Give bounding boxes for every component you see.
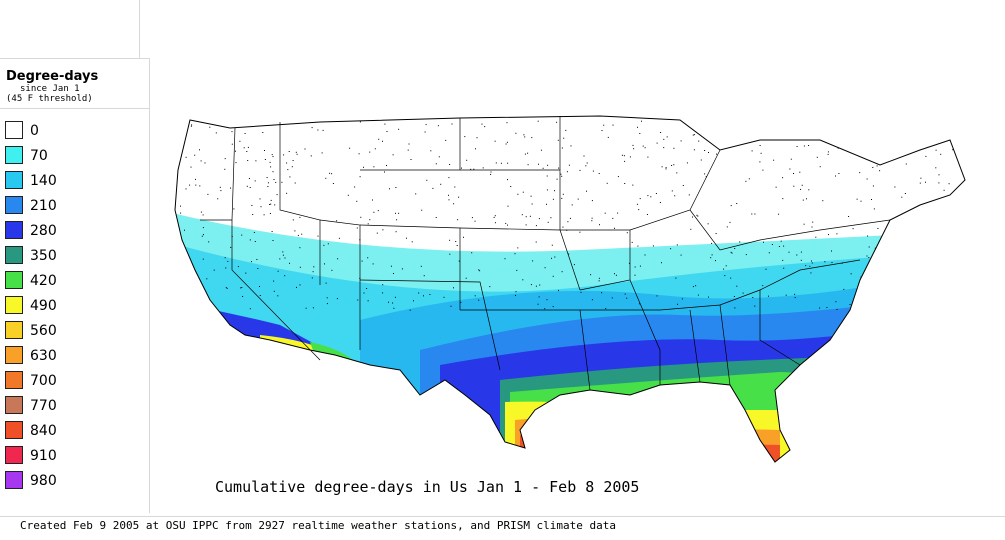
- legend-subtitle-since: since Jan 1: [20, 84, 80, 94]
- us-outline: [174, 115, 966, 463]
- legend-item: 210: [5, 196, 135, 216]
- legend-item: 350: [5, 246, 135, 266]
- legend-subtitle-threshold: (45 F threshold): [6, 94, 93, 104]
- legend-value-label: 0: [30, 123, 39, 139]
- legend-panel: Degree-days since Jan 1 (45 F threshold)…: [0, 58, 150, 513]
- legend-swatch: [5, 196, 23, 214]
- legend-value-label: 490: [30, 298, 57, 314]
- legend-item: 0: [5, 121, 135, 141]
- frame-divider-top: [139, 0, 140, 58]
- legend-value-label: 350: [30, 248, 57, 264]
- frame-divider-bottom: [0, 516, 1005, 517]
- legend-value-label: 840: [30, 423, 57, 439]
- legend-value-label: 420: [30, 273, 57, 289]
- legend-swatch: [5, 421, 23, 439]
- legend-swatch: [5, 396, 23, 414]
- legend-swatch: [5, 446, 23, 464]
- legend-swatch: [5, 221, 23, 239]
- legend-item: 560: [5, 321, 135, 341]
- legend-item: 280: [5, 221, 135, 241]
- legend-swatch: [5, 371, 23, 389]
- legend-swatch: [5, 146, 23, 164]
- map-fill: [175, 116, 965, 462]
- legend-swatch: [5, 296, 23, 314]
- legend-value-label: 910: [30, 448, 57, 464]
- legend-item: 700: [5, 371, 135, 391]
- legend-item: 840: [5, 421, 135, 441]
- map-title: Cumulative degree-days in Us Jan 1 - Feb…: [215, 478, 640, 496]
- legend-swatch: [5, 471, 23, 489]
- legend-item: 490: [5, 296, 135, 316]
- legend-item: 910: [5, 446, 135, 466]
- legend-item: 70: [5, 146, 135, 166]
- legend-item: 770: [5, 396, 135, 416]
- legend-item: 140: [5, 171, 135, 191]
- legend-swatch: [5, 171, 23, 189]
- legend-item: 980: [5, 471, 135, 491]
- legend-value-label: 630: [30, 348, 57, 364]
- legend-value-label: 280: [30, 223, 57, 239]
- legend-divider: [0, 108, 149, 109]
- us-degree-day-map: [174, 115, 966, 463]
- legend-value-label: 560: [30, 323, 57, 339]
- state-borders: [200, 116, 891, 391]
- footer-credit: Created Feb 9 2005 at OSU IPPC from 2927…: [20, 519, 617, 532]
- legend-swatch: [5, 271, 23, 289]
- legend-swatch: [5, 346, 23, 364]
- legend-value-label: 210: [30, 198, 57, 214]
- legend-swatch: [5, 246, 23, 264]
- legend-value-label: 700: [30, 373, 57, 389]
- legend-value-label: 980: [30, 473, 57, 489]
- legend-value-label: 770: [30, 398, 57, 414]
- legend-value-label: 140: [30, 173, 57, 189]
- legend-item: 630: [5, 346, 135, 366]
- legend-item: 420: [5, 271, 135, 291]
- legend-title: Degree-days: [6, 69, 99, 84]
- legend-swatch: [5, 121, 23, 139]
- legend-swatch: [5, 321, 23, 339]
- legend-value-label: 70: [30, 148, 48, 164]
